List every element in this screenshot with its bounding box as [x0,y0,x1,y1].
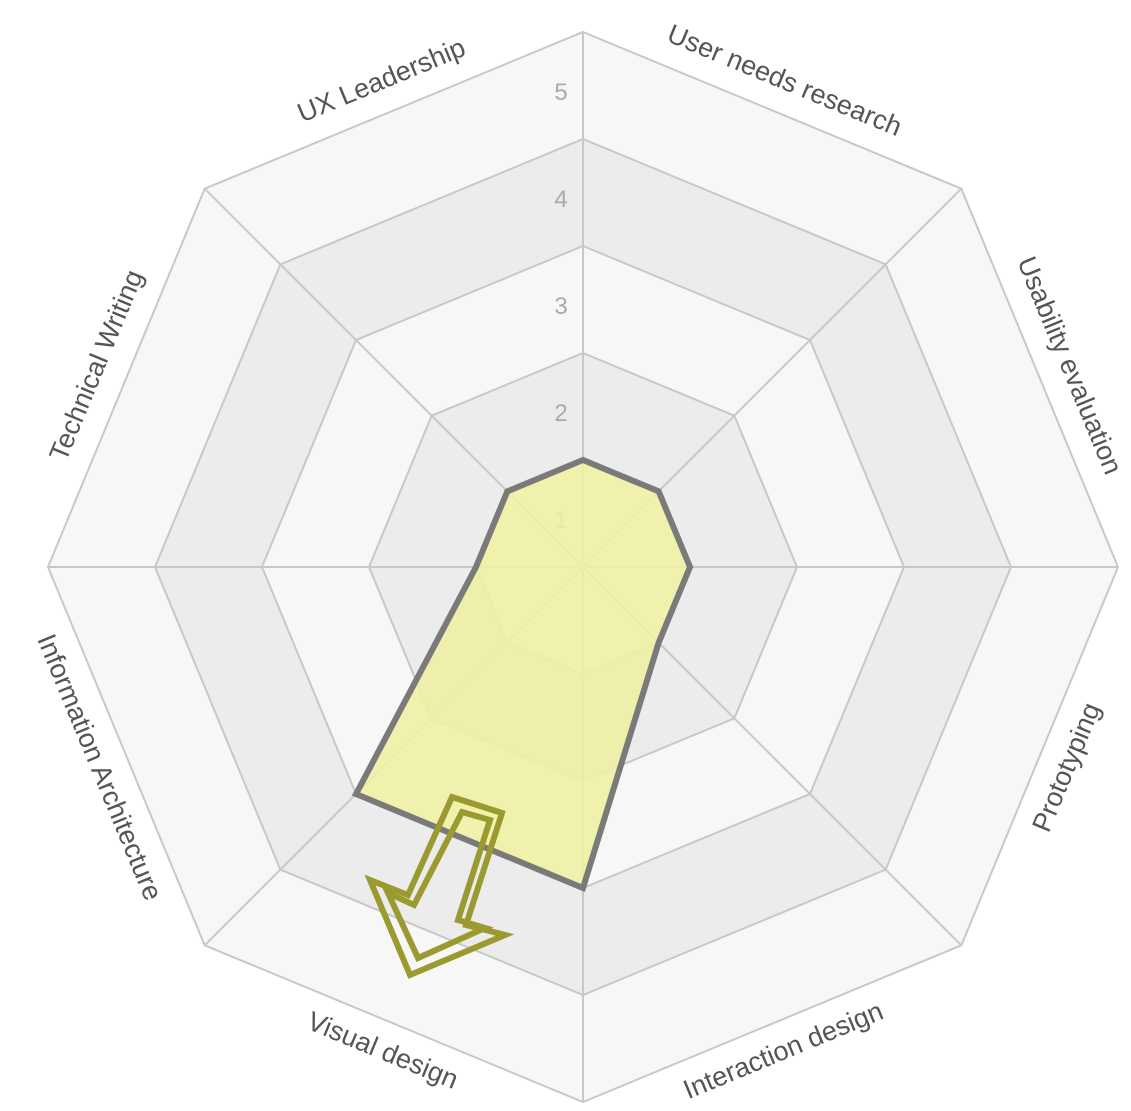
r-tick-label: 2 [554,400,567,427]
chart: 12345 User needs researchUsability evalu… [0,0,1131,1111]
r-tick-label: 5 [554,79,567,106]
page: 12345 User needs researchUsability evalu… [0,0,1131,1111]
r-tick-label: 4 [554,186,567,213]
r-tick-label: 3 [554,293,567,320]
